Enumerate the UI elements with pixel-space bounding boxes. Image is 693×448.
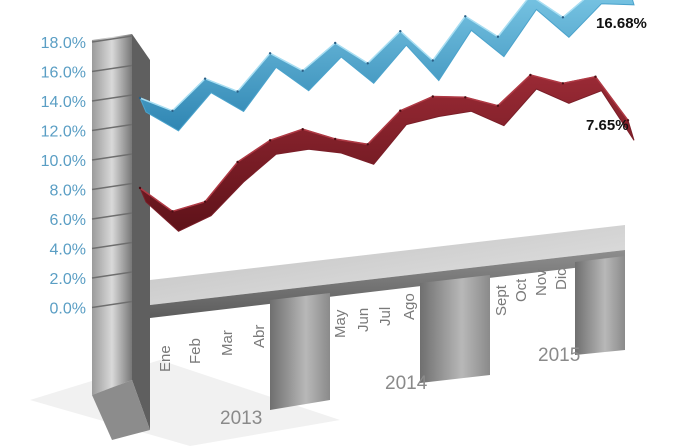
series-1-point: [334, 137, 337, 141]
month-label: Ago: [401, 293, 418, 320]
y-tick-label: 4.0%: [50, 242, 86, 259]
wall-tick-line: [91, 94, 133, 102]
series-1-point: [399, 109, 402, 112]
series-0-point: [431, 59, 434, 62]
series-0-ribbon: [139, 0, 635, 132]
series-0-point: [301, 69, 304, 72]
y-axis-wall-foot: [92, 380, 150, 440]
y-tick-label: 14.0%: [41, 94, 86, 111]
wall-tick-line: [91, 241, 133, 250]
series-1-ribbon: [138, 74, 635, 232]
y-axis-ticks: 18.0% 16.0% 14.0% 12.0% 10.0% 8.0% 6.0% 4.0% 2.0…: [41, 35, 86, 318]
series-0-point: [496, 35, 500, 38]
month-label: Nov: [533, 269, 550, 296]
y-tick-label: 8.0%: [50, 183, 86, 200]
series-1-point: [626, 119, 630, 122]
series-1-point: [464, 96, 467, 99]
series-0-point: [203, 77, 207, 80]
pillar-2015: [575, 256, 625, 355]
series-1-line: [139, 74, 629, 213]
series-1-point: [366, 143, 369, 146]
y-axis-wall: [92, 34, 132, 395]
y-tick-label: 16.0%: [41, 65, 86, 82]
series-1-point: [561, 82, 565, 85]
series-1-point: [529, 73, 532, 77]
month-label: May: [332, 309, 349, 338]
wall-tick-line: [91, 300, 133, 309]
y-tick-label: 12.0%: [41, 124, 86, 141]
y-tick-label: 2.0%: [50, 271, 86, 288]
chart-floor: [150, 225, 625, 305]
series-0-point: [334, 41, 337, 45]
wall-tick-lines: [91, 35, 133, 309]
series-0-point: [399, 30, 402, 33]
chart-floor-edge: [150, 250, 625, 318]
wall-tick-line: [91, 123, 133, 132]
month-label: Sept: [493, 284, 510, 316]
series-1-point: [138, 186, 142, 190]
wall-tick-line: [91, 182, 133, 191]
month-label: Oct: [513, 278, 530, 302]
y-tick-label: 10.0%: [41, 153, 86, 170]
series-0-line: [139, 0, 585, 112]
year-label-2015: 2015: [538, 345, 580, 366]
month-label: Feb: [187, 338, 204, 364]
series-1-point: [594, 75, 597, 78]
month-label: Abr: [251, 325, 268, 348]
series-0-point: [561, 16, 565, 19]
year-label-2013: 2013: [220, 408, 262, 429]
month-label: Jun: [355, 308, 372, 332]
series-1-end-label: 7.65%: [586, 117, 629, 134]
y-axis-wall-side: [132, 34, 150, 430]
pillar-2014: [420, 275, 490, 383]
wall-tick-line: [91, 64, 133, 73]
year-labels: 2013 2014 2015: [220, 345, 580, 429]
series-0-point: [138, 96, 142, 100]
wall-tick-line: [91, 153, 133, 161]
wall-tick-line: [91, 212, 133, 220]
y-tick-label: 18.0%: [41, 35, 86, 52]
month-labels: Ene Feb Mar Abr May Jun Jul Ago Sept Oct Nov Dic: [157, 268, 570, 372]
wall-tick-line: [91, 35, 133, 43]
series-0-point: [236, 90, 239, 93]
month-label: Dic: [553, 268, 570, 290]
series-1-point: [171, 210, 174, 213]
series-0-point: [366, 62, 369, 65]
series-1-point: [301, 128, 304, 131]
month-label: Mar: [219, 330, 236, 356]
series-1-point: [268, 139, 272, 142]
series-1-point: [236, 160, 239, 164]
series-0-end-label: 16.68%: [596, 15, 647, 32]
series-1-point: [203, 200, 207, 203]
year-label-2014: 2014: [385, 373, 428, 394]
series-1-point: [496, 104, 500, 107]
series-0-point: [171, 109, 174, 113]
pillar-2013: [270, 293, 330, 410]
y-tick-label: 6.0%: [50, 212, 86, 229]
month-label: Ene: [157, 345, 174, 372]
series-0-point: [268, 52, 272, 55]
wall-tick-line: [91, 271, 133, 279]
series-layer: [138, 0, 635, 232]
series-1-point: [431, 95, 434, 98]
series-0-point: [464, 15, 467, 18]
y-tick-label: 0.0%: [50, 301, 86, 318]
month-label: Jul: [377, 307, 394, 326]
